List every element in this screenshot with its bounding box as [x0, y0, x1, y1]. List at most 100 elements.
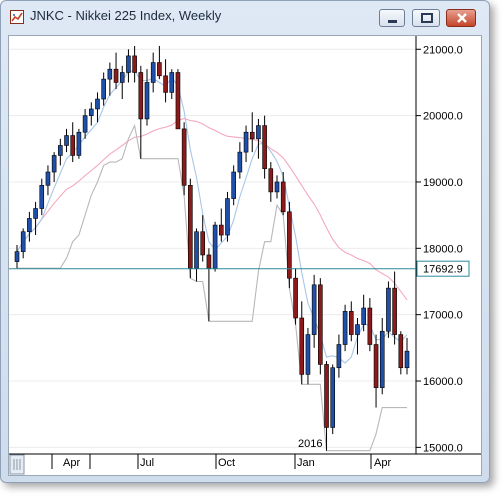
candle	[188, 178, 193, 279]
candle-body	[237, 151, 243, 173]
candle-body	[76, 131, 82, 156]
last-price-tag-box	[416, 260, 470, 277]
candle	[243, 125, 249, 163]
candle	[373, 334, 379, 408]
candle-body	[119, 72, 125, 83]
candle	[293, 268, 298, 325]
candle	[39, 178, 45, 216]
candle	[175, 69, 181, 130]
year-label: 2016	[298, 438, 322, 450]
chart-scroll-handle[interactable]	[9, 454, 25, 475]
x-axis: 2016 Apr Jul Oct Jan Apr	[51, 438, 391, 469]
candle	[119, 65, 125, 100]
x-tick-label: Jul	[140, 457, 154, 469]
candle	[392, 271, 397, 345]
y-tick-label: 21000.0	[423, 44, 463, 56]
moving-average-low-line	[17, 123, 407, 452]
candle	[64, 128, 69, 153]
candle	[386, 281, 391, 338]
x-tick-label: Apr	[374, 457, 391, 469]
candle-body	[293, 277, 298, 319]
maximize-button[interactable]	[412, 9, 440, 27]
title-bar[interactable]: JNKC - Nikkei 225 Index, Weekly	[1, 1, 489, 31]
candle-body	[249, 131, 255, 140]
candle	[348, 301, 354, 342]
candle-body	[355, 324, 360, 335]
close-button[interactable]	[446, 9, 476, 27]
candle-body	[51, 155, 57, 173]
candle-body	[39, 184, 45, 209]
candle-body	[169, 72, 175, 93]
candle	[169, 69, 175, 100]
candle	[138, 65, 144, 159]
candle	[163, 59, 168, 103]
moving-average-lines	[16, 69, 408, 452]
candle-body	[113, 68, 119, 83]
candle	[126, 49, 131, 83]
chart-area[interactable]: 17692.9 21000.0 20000.0 19000.0 18000.0 …	[8, 35, 482, 476]
candle-body	[194, 231, 199, 269]
candle-body	[373, 344, 379, 388]
candle	[398, 331, 404, 375]
candle-body	[33, 208, 38, 219]
y-axis: 21000.0 20000.0 19000.0 18000.0 17000.0 …	[423, 44, 463, 454]
candle	[249, 112, 255, 153]
candlestick-chart[interactable]: 17692.9 21000.0 20000.0 19000.0 18000.0 …	[9, 36, 481, 475]
candle-body	[20, 231, 26, 252]
candle-body	[206, 254, 212, 269]
candle	[330, 364, 336, 435]
candle	[51, 152, 57, 182]
candle	[33, 201, 38, 236]
candle	[218, 208, 224, 242]
candle	[274, 175, 280, 199]
candle	[287, 201, 292, 289]
candle	[150, 52, 156, 93]
x-tick-label: Jan	[297, 457, 315, 469]
candle-body	[243, 131, 249, 153]
candle	[200, 215, 206, 262]
candle-body	[324, 364, 329, 428]
candle-body	[280, 181, 286, 213]
chart-window: JNKC - Nikkei 225 Index, Weekly 17692.9 …	[0, 0, 490, 483]
candle-body	[348, 311, 354, 335]
candle-body	[330, 367, 336, 428]
candle-body	[188, 184, 193, 269]
candle-body	[256, 125, 261, 140]
candle-body	[181, 128, 187, 186]
candle-body	[200, 231, 206, 256]
candle-body	[398, 334, 404, 369]
candle	[404, 337, 410, 375]
minimize-icon	[388, 20, 397, 23]
candle-body	[150, 62, 156, 83]
candle-body	[305, 334, 311, 375]
candle-body	[262, 125, 267, 169]
candle-body	[231, 171, 236, 199]
candle-body	[311, 284, 317, 335]
candle	[367, 298, 373, 352]
candle	[132, 45, 137, 83]
candle-body	[218, 224, 224, 236]
candle	[95, 92, 100, 123]
minimize-button[interactable]	[379, 9, 405, 27]
x-tick-label: Apr	[63, 457, 80, 469]
candle-body	[404, 350, 410, 369]
candle-body	[95, 98, 100, 110]
candles	[14, 45, 410, 451]
candle	[157, 45, 162, 80]
close-icon	[457, 13, 467, 23]
last-price-tag: 17692.9	[416, 260, 470, 277]
moving-average-slow-line	[16, 118, 408, 301]
candle	[212, 221, 218, 272]
x-tick-label: Oct	[218, 457, 235, 469]
candle-body	[336, 344, 342, 369]
candle-body	[287, 211, 292, 279]
candle-body	[64, 135, 69, 146]
candle	[113, 52, 119, 90]
candle-body	[157, 62, 162, 77]
candle	[318, 278, 323, 375]
candle	[225, 191, 230, 242]
candle-body	[212, 224, 218, 269]
candle	[336, 334, 342, 378]
candle-body	[14, 251, 20, 262]
y-tick-label: 19000.0	[423, 177, 463, 189]
